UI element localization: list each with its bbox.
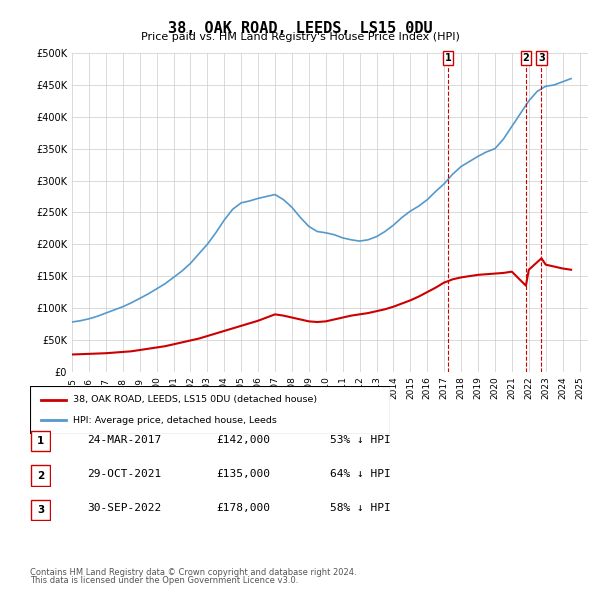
- Text: 29-OCT-2021: 29-OCT-2021: [87, 469, 161, 478]
- Text: 53% ↓ HPI: 53% ↓ HPI: [330, 435, 391, 444]
- Text: Price paid vs. HM Land Registry's House Price Index (HPI): Price paid vs. HM Land Registry's House …: [140, 32, 460, 42]
- Text: 1: 1: [445, 53, 451, 63]
- Text: £178,000: £178,000: [216, 503, 270, 513]
- Text: 38, OAK ROAD, LEEDS, LS15 0DU: 38, OAK ROAD, LEEDS, LS15 0DU: [167, 21, 433, 35]
- Text: 58% ↓ HPI: 58% ↓ HPI: [330, 503, 391, 513]
- Text: 64% ↓ HPI: 64% ↓ HPI: [330, 469, 391, 478]
- FancyBboxPatch shape: [31, 431, 50, 451]
- Text: This data is licensed under the Open Government Licence v3.0.: This data is licensed under the Open Gov…: [30, 576, 298, 585]
- Text: 3: 3: [538, 53, 545, 63]
- Text: 30-SEP-2022: 30-SEP-2022: [87, 503, 161, 513]
- Text: 3: 3: [37, 505, 44, 514]
- Text: 2: 2: [523, 53, 529, 63]
- Text: 1: 1: [37, 437, 44, 446]
- Text: 2: 2: [37, 471, 44, 480]
- Text: £142,000: £142,000: [216, 435, 270, 444]
- Text: Contains HM Land Registry data © Crown copyright and database right 2024.: Contains HM Land Registry data © Crown c…: [30, 568, 356, 577]
- Text: 24-MAR-2017: 24-MAR-2017: [87, 435, 161, 444]
- Text: 38, OAK ROAD, LEEDS, LS15 0DU (detached house): 38, OAK ROAD, LEEDS, LS15 0DU (detached …: [73, 395, 317, 404]
- FancyBboxPatch shape: [31, 466, 50, 486]
- FancyBboxPatch shape: [31, 500, 50, 520]
- Text: HPI: Average price, detached house, Leeds: HPI: Average price, detached house, Leed…: [73, 416, 277, 425]
- FancyBboxPatch shape: [30, 386, 390, 434]
- Text: £135,000: £135,000: [216, 469, 270, 478]
